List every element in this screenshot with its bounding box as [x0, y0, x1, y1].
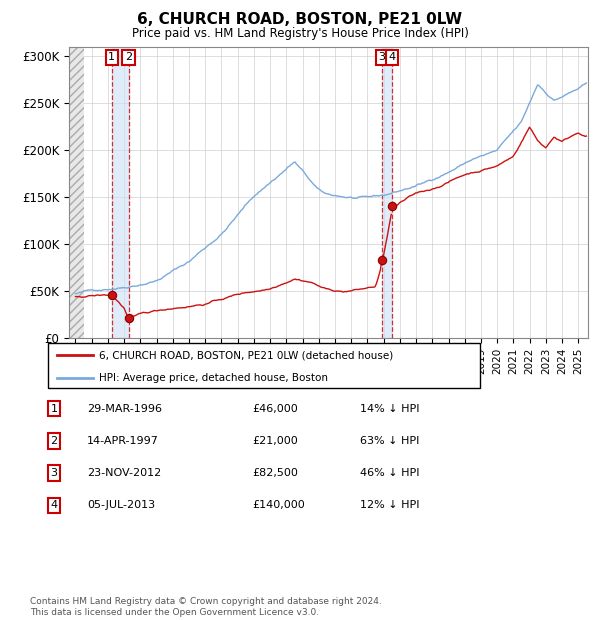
Text: £21,000: £21,000 [252, 436, 298, 446]
Text: 3: 3 [379, 52, 385, 63]
Text: Contains HM Land Registry data © Crown copyright and database right 2024.
This d: Contains HM Land Registry data © Crown c… [30, 598, 382, 617]
Text: £82,500: £82,500 [252, 468, 298, 478]
Text: £140,000: £140,000 [252, 500, 305, 510]
Text: 46% ↓ HPI: 46% ↓ HPI [360, 468, 419, 478]
Text: HPI: Average price, detached house, Boston: HPI: Average price, detached house, Bost… [99, 373, 328, 383]
Text: 4: 4 [50, 500, 58, 510]
Bar [69, 46, 83, 338]
Text: 63% ↓ HPI: 63% ↓ HPI [360, 436, 419, 446]
Bar [382, 46, 392, 338]
Text: £46,000: £46,000 [252, 404, 298, 414]
Text: 1: 1 [109, 52, 115, 63]
Text: 6, CHURCH ROAD, BOSTON, PE21 0LW (detached house): 6, CHURCH ROAD, BOSTON, PE21 0LW (detach… [99, 350, 393, 360]
Text: 29-MAR-1996: 29-MAR-1996 [87, 404, 162, 414]
Text: 2: 2 [125, 52, 132, 63]
Text: 2: 2 [50, 436, 58, 446]
Bar [112, 46, 128, 338]
Text: 6, CHURCH ROAD, BOSTON, PE21 0LW: 6, CHURCH ROAD, BOSTON, PE21 0LW [137, 12, 463, 27]
Text: 3: 3 [50, 468, 58, 478]
Text: 4: 4 [388, 52, 395, 63]
Text: 14-APR-1997: 14-APR-1997 [87, 436, 159, 446]
Text: 12% ↓ HPI: 12% ↓ HPI [360, 500, 419, 510]
Text: 14% ↓ HPI: 14% ↓ HPI [360, 404, 419, 414]
Text: Price paid vs. HM Land Registry's House Price Index (HPI): Price paid vs. HM Land Registry's House … [131, 27, 469, 40]
Text: 1: 1 [50, 404, 58, 414]
Text: 05-JUL-2013: 05-JUL-2013 [87, 500, 155, 510]
Text: 23-NOV-2012: 23-NOV-2012 [87, 468, 161, 478]
